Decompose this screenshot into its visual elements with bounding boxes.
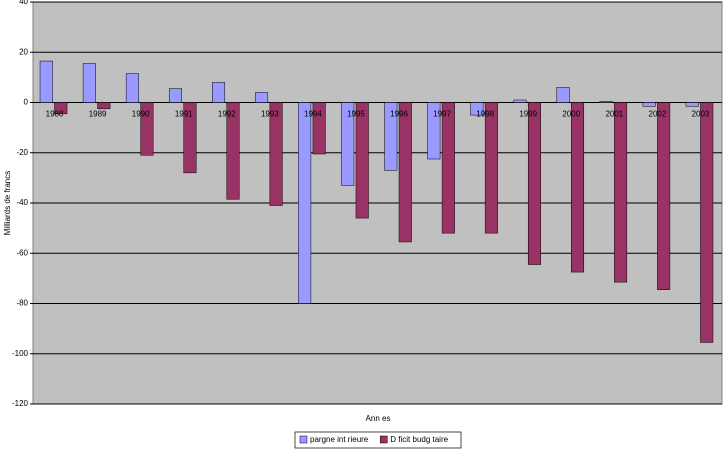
x-tick-label: 1990 [132,110,150,119]
x-tick-label: 1991 [175,110,193,119]
bar [255,92,269,103]
x-tick-label: 2001 [605,110,623,119]
legend-swatch [299,435,308,444]
bar [97,102,111,110]
bar [599,100,613,103]
y-tick-label: 0 [24,98,29,107]
x-tick-label: 1993 [261,110,279,119]
bar [39,60,53,103]
y-tick-label: 40 [19,0,28,6]
x-tick-label: 1988 [46,110,64,119]
bar [54,102,68,115]
bar [168,88,182,103]
legend-swatch [380,435,388,444]
y-tick-label: -100 [12,349,29,358]
x-tick-label: 2003 [692,110,710,119]
bar [384,102,398,171]
bar [642,102,656,107]
x-tick-label: 1997 [433,110,451,119]
bar [298,102,312,304]
y-tick-label: -40 [16,198,28,207]
y-tick-label: -60 [16,248,28,257]
x-tick-label: 2000 [562,110,580,119]
bar [269,102,283,206]
bar [441,102,455,234]
y-tick-label: -80 [16,299,28,308]
y-tick-label: -120 [12,399,29,408]
bar [614,102,628,283]
x-tick-label: 2002 [649,110,667,119]
x-tick-label: 1992 [218,110,236,119]
y-axis-label: Milliards de francs [3,171,12,235]
legend-box [294,431,462,449]
bar [470,102,484,116]
bar [341,102,355,186]
y-tick-label: 20 [19,47,28,56]
x-tick-label: 1998 [476,110,494,119]
bar [140,102,154,156]
bar [484,102,498,234]
bar [355,102,369,219]
bar [556,87,570,103]
legend-label: D ficit budg taire [390,435,448,444]
bar [657,102,671,290]
bar [125,73,139,103]
x-tick-label: 1996 [390,110,408,119]
x-tick-label: 1995 [347,110,365,119]
bar [226,102,240,200]
bar [427,102,441,160]
bar [527,102,541,265]
bar [685,102,699,107]
x-tick-label: 1999 [519,110,537,119]
bar [82,63,96,103]
x-tick-label: 1989 [89,110,107,119]
legend-label: pargne int rieure [310,435,369,444]
y-tick-label: -20 [16,148,28,157]
bar [571,102,585,273]
bar [212,82,226,103]
bar [513,99,527,103]
x-tick-label: 1994 [304,110,322,119]
x-axis-label: Ann es [366,414,391,423]
bar [183,102,197,174]
bar [398,102,412,243]
bar [700,102,714,343]
bar [312,102,326,155]
